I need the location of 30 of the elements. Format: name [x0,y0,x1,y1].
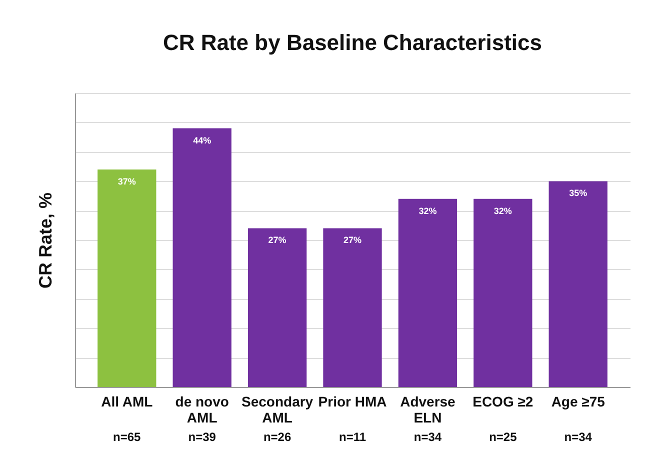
y-axis-title: CR Rate, % [36,192,56,289]
data-label: 44% [193,135,212,146]
bar [172,128,232,387]
x-tick-label: Age ≥75 [551,394,606,410]
x-tick-label: All AML [101,394,154,410]
data-label: 37% [118,176,136,186]
data-label: 32% [418,206,437,216]
chart-title: CR Rate by Baseline Characteristics [162,30,542,55]
bar [474,198,532,387]
text: n=25 [489,430,518,444]
x-tick-label: Adverse ELN [400,394,456,426]
x-tick-label: de novo AML [175,394,229,426]
bar [398,198,458,387]
data-label: 27% [343,235,362,246]
text: n=34 [564,430,592,444]
x-tick-label: Secondary AML [242,394,314,426]
text: n=65 [113,430,142,444]
bar [548,181,608,387]
bar [248,228,307,387]
data-label: 27% [268,235,286,246]
data-label: 32% [494,206,512,216]
bar [98,169,156,387]
data-label: 35% [569,188,588,198]
text: n=39 [188,430,216,444]
bar [323,228,382,387]
x-tick-label: Prior HMA [318,394,387,410]
text: n=26 [263,430,292,444]
x-tick-label: ECOG ≥2 [472,394,534,410]
text: n=11 [338,430,366,444]
text: n=34 [414,430,442,444]
